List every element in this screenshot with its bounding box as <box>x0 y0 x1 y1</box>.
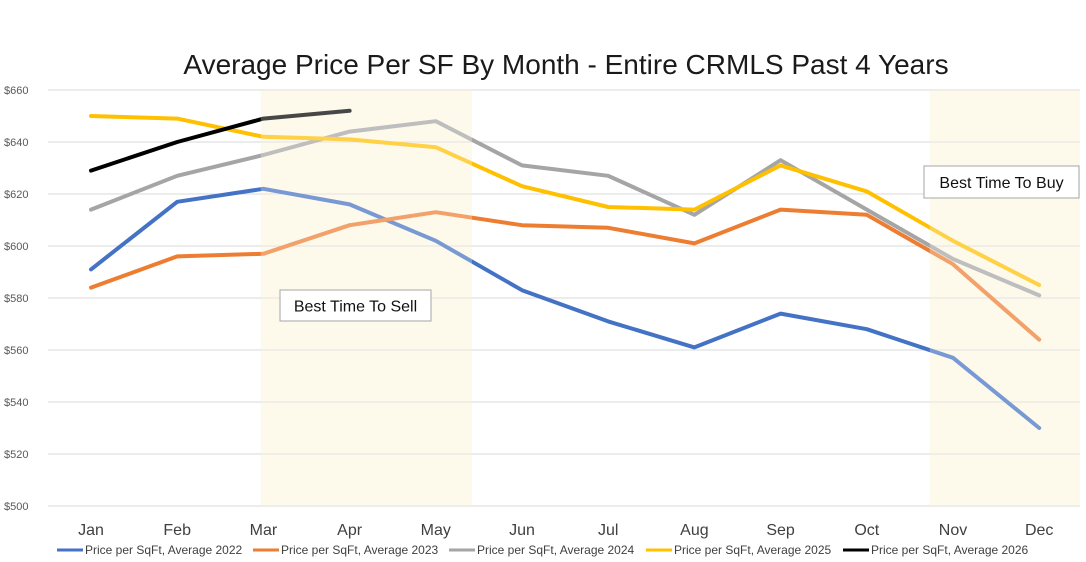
y-tick-label: $500 <box>4 501 28 513</box>
legend-item: Price per SqFt, Average 2022 <box>57 543 243 557</box>
x-tick-label: Sep <box>766 522 795 539</box>
legend-label: Price per SqFt, Average 2024 <box>477 543 635 557</box>
annotation-label: Best Time To Sell <box>294 299 417 316</box>
x-tick-label: Apr <box>337 522 363 539</box>
series-line-2 <box>89 119 1042 298</box>
y-tick-label: $660 <box>4 85 28 97</box>
legend-label: Price per SqFt, Average 2025 <box>674 543 832 557</box>
y-axis-ticks: $500 $520 $540 $560 $580 $600 $620 $640 $660 <box>4 85 28 513</box>
x-tick-label: Mar <box>250 522 278 539</box>
highlight-overlay <box>929 90 1080 506</box>
legend-label: Price per SqFt, Average 2022 <box>85 543 243 557</box>
x-tick-label: Feb <box>163 522 191 539</box>
y-tick-label: $600 <box>4 241 28 253</box>
x-tick-label: Aug <box>680 522 708 539</box>
series-line-3 <box>89 114 1042 287</box>
y-tick-label: $540 <box>4 397 28 409</box>
series-line-4 <box>89 108 352 173</box>
y-tick-label: $520 <box>4 449 28 461</box>
x-tick-label: Oct <box>854 522 879 539</box>
x-tick-label: Jul <box>598 522 618 539</box>
chart-title: Average Price Per SF By Month - Entire C… <box>183 49 948 80</box>
annotation-label: Best Time To Buy <box>939 175 1063 192</box>
legend-label: Price per SqFt, Average 2023 <box>281 543 439 557</box>
legend-label: Price per SqFt, Average 2026 <box>871 543 1029 557</box>
legend-item: Price per SqFt, Average 2023 <box>253 543 439 557</box>
x-tick-label: Jun <box>509 522 535 539</box>
legend-item: Price per SqFt, Average 2024 <box>449 543 635 557</box>
x-tick-label: Nov <box>939 522 967 539</box>
series-line-1 <box>89 207 1042 342</box>
legend: Price per SqFt, Average 2022 Price per Sq… <box>57 543 1029 557</box>
y-tick-label: $640 <box>4 137 28 149</box>
annotation-box: Best Time To Buy <box>923 165 1080 199</box>
x-tick-label: Jan <box>78 522 104 539</box>
annotations: Best Time To Sell Best Time To Buy <box>279 165 1080 322</box>
legend-item: Price per SqFt, Average 2025 <box>646 543 832 557</box>
series-line-0 <box>89 186 1042 430</box>
x-tick-label: Dec <box>1025 522 1053 539</box>
y-tick-label: $580 <box>4 293 28 305</box>
x-tick-label: May <box>421 522 451 539</box>
annotation-box: Best Time To Sell <box>279 289 432 322</box>
legend-item: Price per SqFt, Average 2026 <box>843 543 1029 557</box>
y-tick-label: $620 <box>4 189 28 201</box>
y-tick-label: $560 <box>4 345 28 357</box>
x-axis-ticks: Jan Feb Mar Apr May Jun Jul Aug Sep Oct Nov Dec <box>78 522 1053 539</box>
gridlines <box>48 89 1080 507</box>
